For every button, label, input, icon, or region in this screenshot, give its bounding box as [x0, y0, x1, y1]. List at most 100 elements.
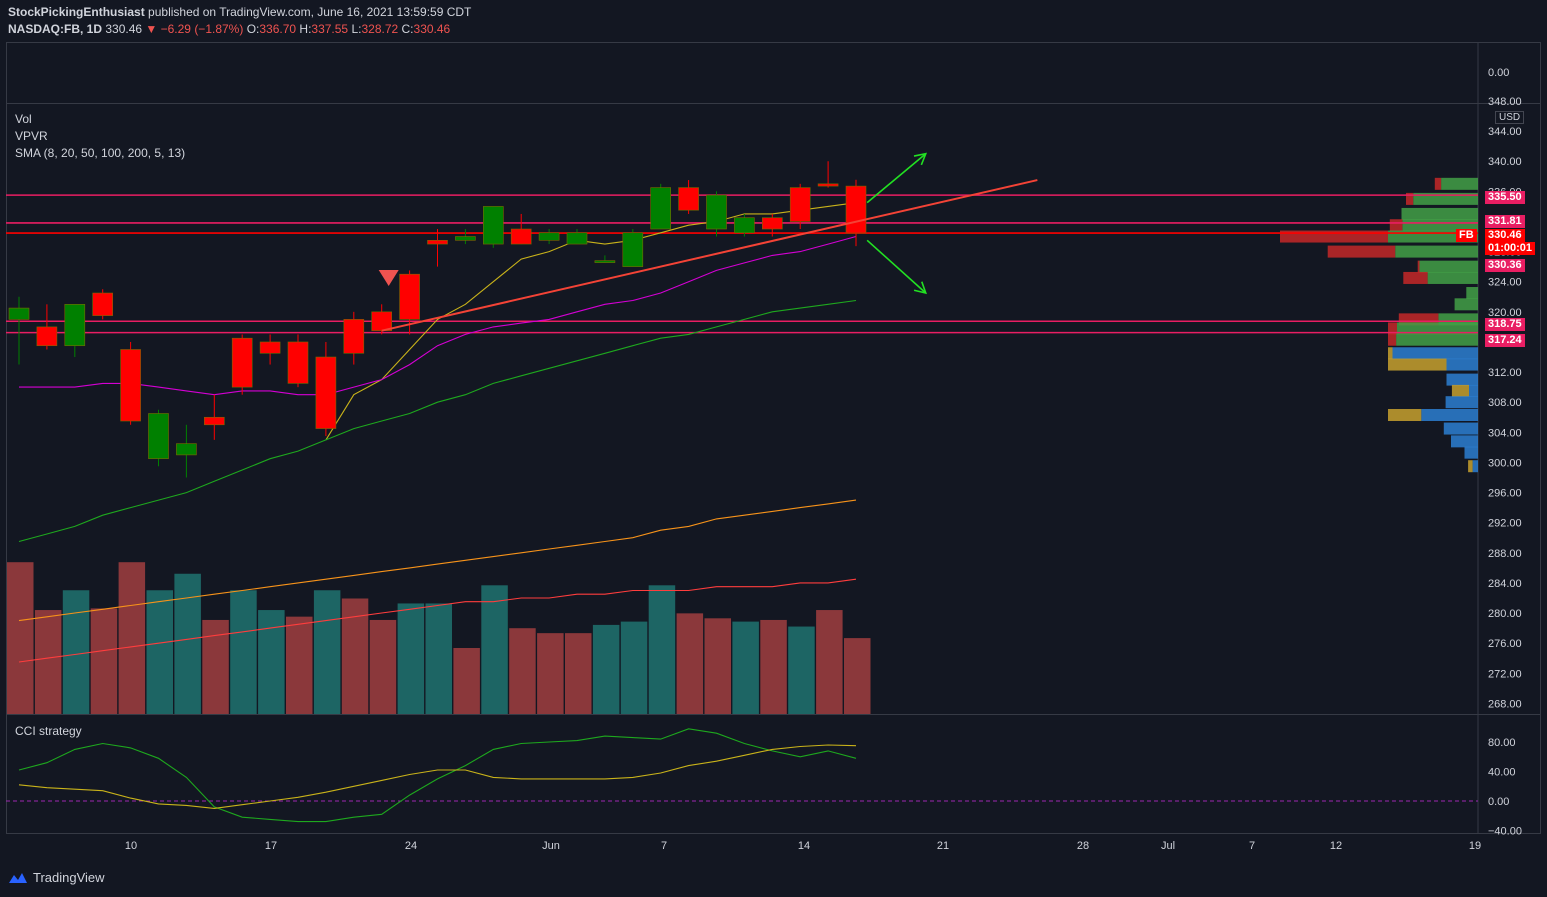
volume-bar: [732, 621, 759, 714]
volume-bar: [62, 590, 90, 714]
candle-body: [594, 260, 616, 263]
trendline: [381, 179, 1038, 332]
time-axis-label: 7: [661, 840, 667, 852]
candle-body: [734, 217, 755, 234]
symbol-tag: FB: [1456, 229, 1477, 242]
sma-line: [18, 578, 857, 663]
sma-line: [18, 499, 857, 622]
price-tag: 331.81: [1485, 215, 1525, 228]
arrow-up-shaft: [866, 153, 927, 204]
vpvr-up-bar: [1427, 271, 1478, 284]
volume-bar: [816, 610, 843, 714]
high-label: H:: [299, 22, 312, 36]
sell-signal-marker: [378, 269, 399, 286]
volume-bar: [620, 621, 648, 714]
vpvr-down-bar: [1388, 333, 1397, 346]
candle-body: [287, 341, 309, 384]
candle-body: [176, 443, 197, 456]
candle-body: [845, 185, 867, 234]
volume-bar: [34, 610, 62, 714]
candle-body: [678, 187, 699, 211]
candle-body: [231, 337, 253, 388]
volume-bar: [760, 619, 787, 714]
price-axis-label: 340.00: [1488, 156, 1522, 168]
price-axis-label: 280.00: [1488, 608, 1522, 620]
vpvr-down-bar: [1398, 313, 1439, 326]
volume-bar: [425, 603, 452, 714]
candle-body: [789, 187, 811, 222]
currency-label[interactable]: USD: [1495, 111, 1525, 124]
candle-body: [427, 240, 448, 245]
vpvr-down-bar: [1388, 347, 1393, 360]
time-axis-label: 7: [1249, 840, 1255, 852]
footer-brand[interactable]: TradingView: [8, 870, 105, 885]
volume-bar: [313, 590, 341, 714]
close-label: C:: [401, 22, 414, 36]
vpvr-down-bar: [1468, 460, 1473, 473]
vpvr-up-bar: [1472, 460, 1478, 473]
author[interactable]: StockPickingEnthusiast: [8, 5, 145, 19]
vpvr-up-bar: [1446, 373, 1478, 386]
vpvr-up-bar: [1445, 396, 1478, 409]
sma-line: [19, 235, 857, 396]
time-axis-label: Jul: [1161, 840, 1175, 852]
cci-axis-label: 0.00: [1488, 796, 1509, 808]
price-tag: 330.46: [1485, 229, 1525, 242]
publish-info: StockPickingEnthusiast published on Trad…: [8, 5, 471, 19]
legend-vpvr[interactable]: VPVR: [15, 129, 48, 143]
candle-body: [148, 413, 169, 459]
volume-bar: [537, 633, 564, 714]
close-value: 330.46: [413, 22, 451, 36]
vpvr-up-bar: [1469, 384, 1478, 397]
price-tag: 317.24: [1485, 334, 1525, 347]
volume-bar: [90, 608, 118, 714]
volume-bar: [369, 619, 397, 714]
volume-bar: [509, 628, 536, 714]
brand-name: TradingView: [33, 870, 105, 885]
arrow-down-shaft: [866, 239, 927, 294]
cci-pane[interactable]: [6, 714, 1541, 834]
vpvr-up-bar: [1451, 435, 1478, 448]
candle-body: [761, 217, 783, 230]
time-axis-label: Jun: [542, 840, 560, 852]
candle-body: [510, 228, 532, 245]
candle-body: [566, 232, 588, 245]
volume-bar: [258, 610, 285, 714]
volume-bar: [565, 633, 592, 714]
vpvr-down-bar: [1327, 245, 1396, 258]
candle-body: [315, 356, 337, 429]
price-tag: 330.36: [1485, 259, 1525, 272]
last-price: 330.46: [105, 22, 143, 36]
vpvr-up-bar: [1395, 245, 1478, 258]
volume-bar: [648, 585, 676, 714]
price-axis-label: 284.00: [1488, 578, 1522, 590]
price-axis-label: 296.00: [1488, 488, 1522, 500]
candle-body: [371, 311, 393, 331]
volume-bar: [592, 624, 620, 714]
candle-body: [482, 206, 504, 245]
volume-bar: [704, 618, 731, 714]
cci-axis-label: −40.00: [1488, 825, 1522, 837]
price-axis-label: 348.00: [1488, 96, 1522, 108]
volume-bar: [844, 638, 871, 714]
legend-cci[interactable]: CCI strategy: [15, 724, 82, 738]
tradingview-logo-icon: [9, 872, 27, 883]
candle-body: [204, 416, 225, 426]
candle-body: [64, 304, 86, 347]
cci-axis-label: 40.00: [1488, 767, 1516, 779]
candle-body: [622, 232, 644, 267]
price-axis-label: 344.00: [1488, 126, 1522, 138]
time-axis-label: 14: [798, 840, 810, 852]
high-value: 337.55: [311, 22, 349, 36]
price-tag: 335.50: [1485, 191, 1525, 204]
legend-vol[interactable]: Vol: [15, 112, 32, 126]
publish-text: published on TradingView.com, June 16, 2…: [148, 5, 472, 19]
legend-sma[interactable]: SMA (8, 20, 50, 100, 200, 5, 13): [15, 146, 186, 160]
vpvr-down-bar: [1388, 322, 1397, 335]
price-axis-label: 292.00: [1488, 518, 1522, 530]
sma-line: [18, 299, 857, 543]
candle-body: [120, 349, 141, 422]
symbol[interactable]: NASDAQ:FB, 1D: [8, 22, 103, 36]
vpvr-up-bar: [1441, 177, 1478, 190]
